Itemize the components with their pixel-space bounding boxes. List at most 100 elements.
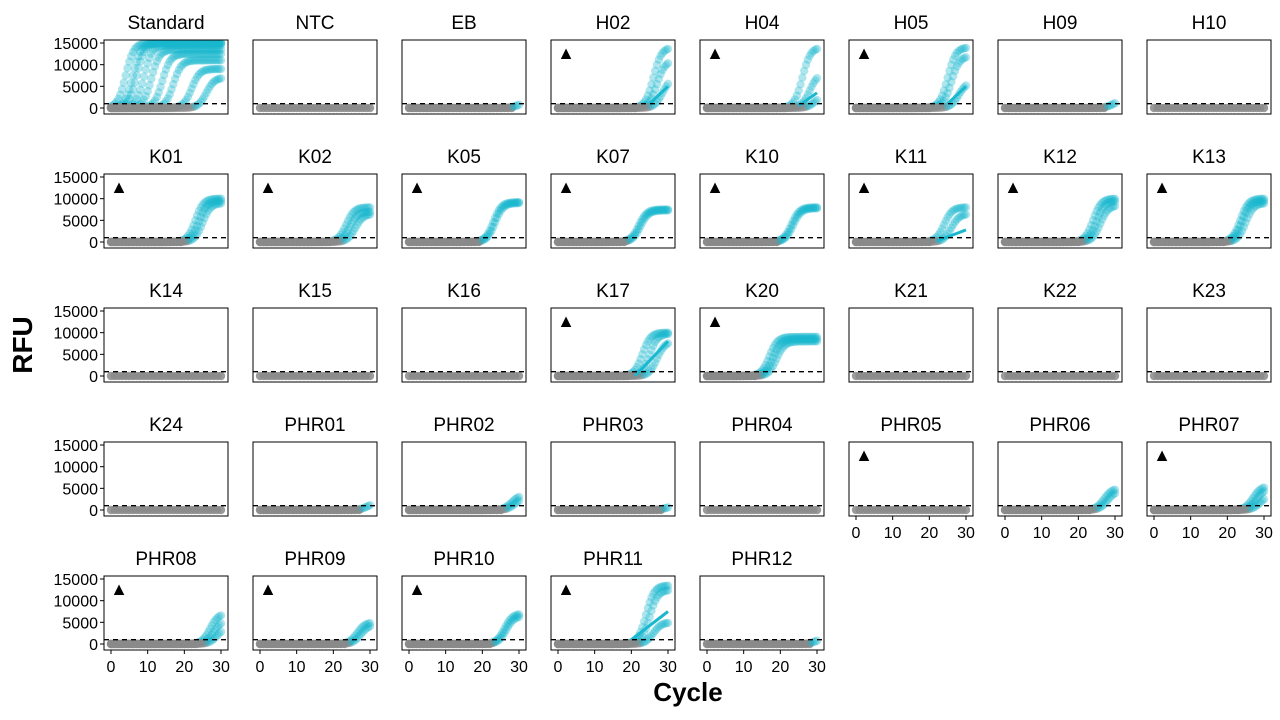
positive-marker-icon: ▲ — [1153, 177, 1171, 197]
rfu-point — [1099, 500, 1109, 509]
rfu-point — [172, 40, 182, 48]
rfu-point — [496, 203, 505, 212]
rfu-point — [956, 203, 965, 213]
rfu-point — [776, 236, 785, 245]
rfu-point — [183, 40, 193, 48]
rfu-point — [1259, 196, 1269, 206]
rfu-point — [202, 638, 211, 648]
rfu-point — [189, 45, 198, 54]
rfu-point — [216, 56, 226, 65]
rfu-point — [1096, 200, 1105, 209]
facet-panel: PHR09▲0 10 20 30 — [252, 549, 379, 676]
panel-border — [103, 307, 229, 383]
rfu-point — [1246, 200, 1256, 209]
rfu-point — [354, 632, 364, 641]
rfu-point — [787, 338, 796, 347]
rfu-point — [761, 360, 770, 369]
rfu-point — [167, 85, 176, 94]
rfu-point — [213, 75, 222, 84]
rfu-point — [961, 210, 971, 219]
rfu-point — [1105, 493, 1114, 503]
rfu-point — [952, 215, 962, 224]
rfu-point — [509, 198, 518, 207]
panel-border — [401, 307, 527, 383]
x-tick-label: 10 — [1182, 525, 1200, 542]
panel-border — [550, 39, 676, 115]
rfu-point — [203, 40, 213, 48]
rfu-point — [1250, 198, 1260, 207]
rfu-point — [650, 66, 660, 76]
x-tick-label: 10 — [1033, 525, 1051, 542]
rfu-point — [196, 40, 206, 50]
rfu-point — [203, 40, 213, 48]
rfu-point — [214, 199, 224, 208]
rfu-point — [1103, 199, 1112, 208]
rfu-point — [650, 358, 660, 367]
rfu-point — [1248, 196, 1258, 205]
rfu-point — [803, 203, 813, 213]
rfu-point — [161, 41, 171, 50]
rfu-point — [189, 40, 198, 50]
facet-panel: PHR11▲0 10 20 30 — [550, 549, 677, 676]
rfu-point — [959, 53, 969, 63]
facet-panel: H02▲ — [550, 13, 676, 115]
rfu-point — [1254, 486, 1263, 496]
rfu-point — [1256, 490, 1265, 499]
panel-border — [252, 173, 378, 249]
rfu-point — [777, 334, 787, 343]
rfu-point — [809, 46, 818, 56]
rfu-point — [785, 333, 794, 342]
rfu-point — [1259, 483, 1269, 492]
rfu-point — [187, 40, 196, 48]
rfu-point — [148, 40, 158, 49]
panel-title: PHR01 — [284, 415, 345, 436]
panel-title: K22 — [1043, 281, 1077, 302]
rfu-point — [214, 56, 224, 65]
rfu-point — [792, 332, 802, 342]
rfu-point — [345, 638, 355, 648]
rfu-point — [796, 208, 805, 218]
rfu-point — [1259, 487, 1269, 496]
rfu-point — [783, 335, 792, 345]
rfu-point — [766, 357, 776, 366]
rfu-point — [216, 74, 226, 83]
rfu-point — [209, 40, 218, 50]
rfu-point — [507, 199, 516, 208]
rfu-point — [766, 347, 776, 357]
rfu-point — [189, 56, 198, 65]
rfu-point — [158, 41, 167, 51]
panel-border — [103, 173, 229, 249]
rfu-point — [799, 332, 809, 342]
rfu-point — [358, 208, 367, 218]
rfu-point — [950, 66, 960, 76]
rfu-point — [787, 220, 796, 229]
rfu-point — [810, 45, 820, 54]
rfu-point — [790, 217, 800, 226]
rfu-point — [799, 337, 809, 346]
rfu-point — [783, 339, 792, 348]
rfu-point — [1252, 197, 1261, 207]
rfu-point — [181, 40, 191, 48]
rfu-point — [200, 40, 209, 48]
rfu-point — [170, 40, 180, 48]
rfu-point — [1083, 236, 1092, 245]
rfu-point — [174, 40, 184, 48]
rfu-point — [641, 610, 651, 619]
rfu-point — [492, 209, 502, 218]
rfu-point — [174, 40, 184, 48]
rfu-point — [627, 234, 636, 244]
rfu-point — [185, 56, 195, 66]
fit-line — [633, 340, 670, 378]
rfu-point — [207, 79, 217, 89]
rfu-point — [783, 333, 792, 342]
panel-border — [848, 39, 974, 115]
rfu-point — [358, 213, 367, 222]
rfu-point — [191, 225, 200, 235]
rfu-point — [216, 40, 226, 50]
facet-panel: K02▲ — [252, 147, 378, 249]
facet-panel: H09 — [997, 13, 1123, 115]
rfu-point — [356, 504, 366, 514]
rfu-point — [794, 207, 803, 217]
rfu-point — [641, 340, 651, 350]
